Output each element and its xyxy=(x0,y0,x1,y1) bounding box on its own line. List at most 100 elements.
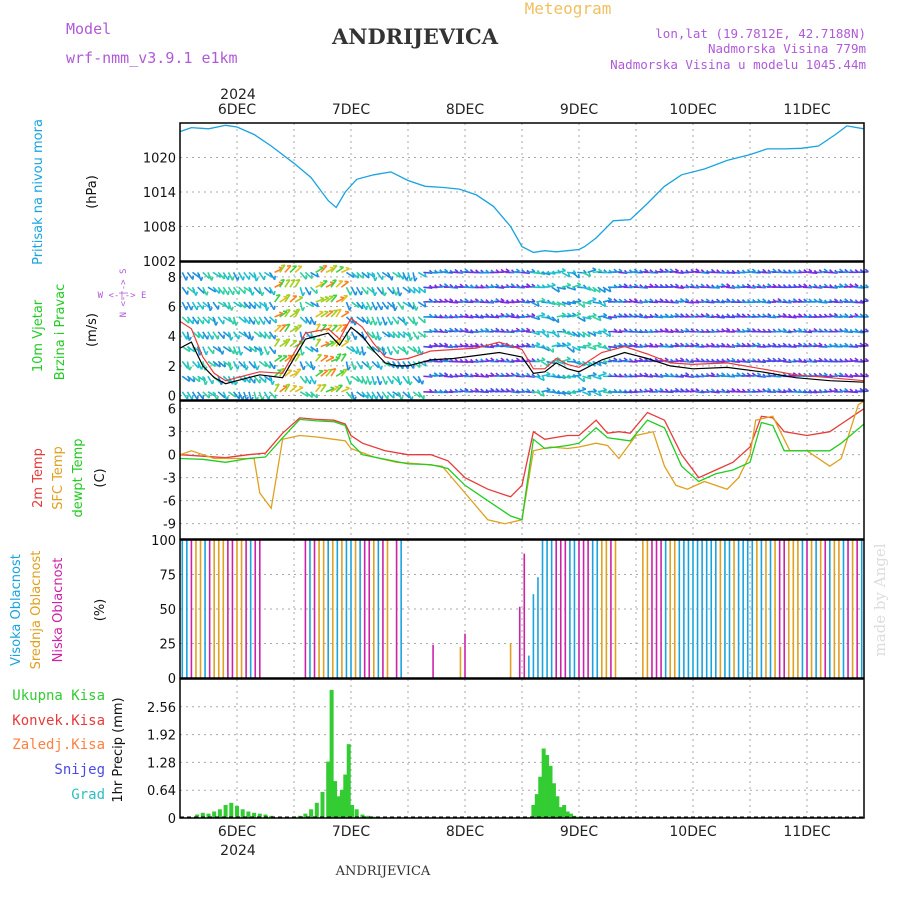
wind-barb-head xyxy=(293,325,299,329)
wind-barb-head xyxy=(375,335,379,340)
wind-barb xyxy=(577,345,587,349)
wind-barb-head xyxy=(664,313,669,317)
wind-barb-head xyxy=(572,348,575,353)
wind-barb-head xyxy=(260,351,264,356)
wind-barb xyxy=(325,369,333,377)
precip-bar xyxy=(303,813,308,818)
wind-barb-head xyxy=(690,328,695,332)
wind-barb xyxy=(320,369,329,377)
wind-barb-head xyxy=(414,277,418,282)
wind-barb xyxy=(546,271,556,275)
wind-barb-head xyxy=(373,380,378,386)
wind-barb-head xyxy=(417,335,420,340)
wind-barb xyxy=(232,286,240,295)
wind-barb xyxy=(849,359,859,363)
wind-barb-head xyxy=(731,387,736,392)
wind-barb-head xyxy=(854,283,859,287)
wind-barb xyxy=(181,301,188,311)
wind-barb xyxy=(253,301,262,309)
wind-barb-head xyxy=(198,377,201,382)
wind-barb-head xyxy=(690,283,695,288)
wind-barb xyxy=(561,375,571,379)
wind-barb xyxy=(412,301,417,311)
wind-barb-head xyxy=(674,328,680,332)
wind-barb xyxy=(304,391,313,399)
wind-barb-head xyxy=(685,388,690,392)
wind-barb-head xyxy=(726,283,731,287)
wind-barb-head xyxy=(705,312,710,317)
wind-barb xyxy=(304,301,314,308)
wind-barb-head xyxy=(818,342,823,347)
wind-barb-head xyxy=(649,298,654,302)
wind-barb-head xyxy=(628,342,633,347)
wind-barb xyxy=(741,329,751,333)
wind-barb-head xyxy=(353,365,357,371)
wind-barb xyxy=(417,346,423,356)
top-day-label: 6DEC xyxy=(218,102,257,118)
wind-barb xyxy=(355,346,361,356)
wind-barb-head xyxy=(285,293,291,297)
wind-barb-head xyxy=(536,373,541,378)
wind-barb xyxy=(222,391,228,401)
wind-barb xyxy=(459,374,469,378)
bottom-day-label: 10DEC xyxy=(669,824,716,840)
wind-barb-head xyxy=(266,306,270,312)
wind-barb-head xyxy=(185,306,189,311)
wind-barb xyxy=(258,286,263,297)
wind-barb-head xyxy=(854,312,859,317)
wind-barb-head xyxy=(654,313,659,317)
wind-barb xyxy=(520,344,530,348)
y-tick-label: 6 xyxy=(168,301,176,316)
wind-barb xyxy=(572,300,582,303)
wind-barb xyxy=(279,310,288,318)
wind-barb-head xyxy=(345,386,350,389)
wind-barb xyxy=(407,331,412,341)
wind-barb xyxy=(371,272,376,282)
wind-barb xyxy=(828,271,838,274)
wind-barb xyxy=(597,389,607,393)
precip-bar xyxy=(569,813,574,818)
wind-barb-head xyxy=(623,357,628,362)
wind-barb-head xyxy=(572,269,577,274)
wind-barb xyxy=(325,356,335,363)
wind-barb-head xyxy=(674,283,680,288)
wind-barb-head xyxy=(391,379,394,384)
wind-barb-head xyxy=(603,327,608,332)
wind-barb-head xyxy=(669,268,674,273)
wind-barb-head xyxy=(592,312,597,317)
wind-barb xyxy=(376,331,381,341)
wind-barb xyxy=(381,301,389,310)
wind-barb-head xyxy=(329,340,334,343)
wind-barb xyxy=(248,331,253,341)
wind-barb xyxy=(330,279,337,288)
wind-barb-head xyxy=(340,296,345,299)
wind-barb xyxy=(243,316,251,325)
wind-barb-head xyxy=(336,353,342,356)
wind-barb-head xyxy=(379,321,383,326)
y-tick-label: 1020 xyxy=(143,152,176,167)
wind-barb-head xyxy=(273,364,276,370)
wind-barb-head xyxy=(464,387,469,392)
wind-barb xyxy=(243,391,248,401)
wind-barb xyxy=(202,331,209,340)
wind-barb-head xyxy=(736,327,741,332)
wind-barb xyxy=(330,386,340,393)
wind-barb-head xyxy=(296,353,301,356)
wind-barb xyxy=(561,391,571,395)
wind-barb-head xyxy=(237,335,241,340)
precip-bar xyxy=(548,765,553,818)
wind-barb xyxy=(381,287,386,297)
wind-barb xyxy=(587,268,597,274)
wind-barb-head xyxy=(339,369,344,373)
wind-barb xyxy=(227,331,232,341)
wind-barb-head xyxy=(690,342,695,347)
wind-barb xyxy=(335,370,345,377)
wind-barb-head xyxy=(623,342,628,347)
wind-barb xyxy=(828,344,838,348)
wind-barb xyxy=(381,331,391,338)
wind-barb xyxy=(407,272,412,282)
wind-barb-head xyxy=(231,276,235,281)
wind-barb xyxy=(273,383,280,393)
wind-barb xyxy=(597,301,607,308)
wind-barb xyxy=(802,330,813,334)
